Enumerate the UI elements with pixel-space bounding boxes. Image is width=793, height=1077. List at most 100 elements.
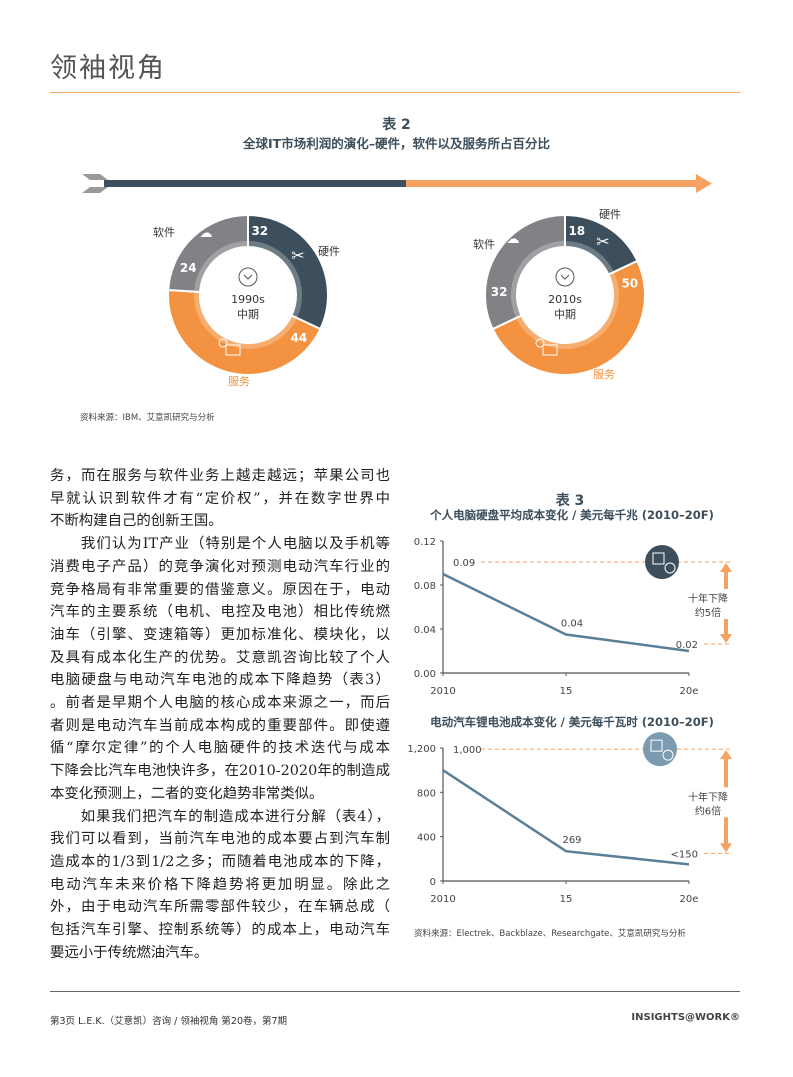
body-line: 如果我们把汽车的制造成本进行分解（表4）， bbox=[50, 808, 390, 825]
clock-hands bbox=[560, 274, 570, 280]
chart-title: 电动汽车锂电池成本变化 / 美元每千瓦时 (2010–20F) bbox=[430, 715, 714, 729]
donut-segment-service bbox=[491, 259, 646, 376]
body-line: 不断构建自己的创新王国。 bbox=[50, 513, 223, 530]
body-line: 者则是电动汽车当前成本构成的重要部件。即使遵 bbox=[50, 717, 390, 734]
body-line: 电脑硬盘与电动汽车电池的成本下降趋势（表3） bbox=[50, 672, 390, 689]
data-label: 0.02 bbox=[676, 640, 698, 651]
data-line bbox=[442, 769, 690, 866]
service-person-head bbox=[218, 338, 228, 348]
figure3-source: 资料来源：Electrek、Backblaze、Researchgate、艾意凯… bbox=[414, 929, 686, 939]
service-person-head bbox=[535, 338, 545, 348]
body-line: 下降会比汽车电池快许多，在2010-2020年的制造成 bbox=[50, 763, 390, 780]
body-line: 电动汽车未来价格下降趋势将更加明显。除此之 bbox=[50, 876, 390, 893]
period-label: 1990s bbox=[231, 293, 265, 306]
data-line bbox=[442, 572, 690, 653]
line-chart-1: 个人电脑硬盘平均成本变化 / 美元每千兆 (2010–20F) 0.12 0.08 0… bbox=[414, 508, 745, 697]
x-tick-label: 2010 bbox=[430, 894, 455, 905]
donut-segment-software bbox=[484, 213, 566, 331]
tools-icon: ✂ bbox=[291, 246, 304, 265]
arrow-head-up bbox=[720, 750, 732, 760]
figure2-donuts: 3244241990s中期✂☁硬件软件服务1850322010s中期✂☁硬件软件… bbox=[82, 174, 712, 388]
tools-icon: ✂ bbox=[596, 232, 609, 251]
y-tick-label: 800 bbox=[417, 788, 436, 799]
donut-inner-ring bbox=[511, 241, 565, 318]
donut-inner-ring bbox=[565, 241, 614, 274]
body-line: 循“摩尔定律”的个人电脑硬件的技术迭代与成本 bbox=[50, 740, 390, 757]
donut-inner-ring bbox=[194, 292, 297, 349]
figure2-title: 全球IT市场利润的演化–硬件，软件以及服务所占百分比 bbox=[243, 136, 550, 151]
timeline-arrow bbox=[82, 174, 712, 193]
clock-icon bbox=[238, 267, 258, 287]
software-hand-icon: ☁ bbox=[200, 226, 213, 241]
donut-value-software: 24 bbox=[180, 261, 197, 275]
figure2-source: 资料来源：IBM、艾意凯研究与分析 bbox=[80, 413, 215, 423]
figure2-number: 表 2 bbox=[382, 117, 411, 133]
label-software: 软件 bbox=[473, 237, 495, 251]
figure3-charts: 个人电脑硬盘平均成本变化 / 美元每千兆 (2010–20F) 0.12 0.08 0… bbox=[407, 508, 745, 905]
label-service: 服务 bbox=[228, 375, 250, 388]
donut-inner-ring bbox=[248, 241, 302, 318]
label-hardware: 硬件 bbox=[318, 245, 340, 258]
y-tick-label: 0.04 bbox=[414, 625, 436, 636]
body-text: 务，而在服务与软件业务上越走越远；苹果公司也 早就认识到软件才有“定价权”，并在数… bbox=[50, 465, 390, 964]
arrow-head-up bbox=[720, 563, 732, 572]
annotation-line1: 十年下降 bbox=[688, 790, 728, 803]
donut-inner-ring bbox=[194, 241, 248, 292]
x-tick-label: 20e bbox=[680, 894, 699, 905]
header-divider bbox=[50, 92, 740, 93]
data-label: 1,000 bbox=[453, 745, 482, 756]
body-line: 。前者是早期个人电脑的核心成本来源之一，而后 bbox=[50, 695, 390, 712]
period-sub-label: 中期 bbox=[237, 308, 259, 321]
body-line: 消费电子产品）的竞争演化对预测电动汽车行业的 bbox=[50, 558, 390, 575]
donut-value-software: 32 bbox=[491, 285, 508, 299]
clock-hands bbox=[243, 274, 253, 280]
annotation-line2: 约5倍 bbox=[695, 606, 721, 619]
arrow-head-down bbox=[720, 843, 732, 853]
x-tick-label: 20e bbox=[680, 686, 699, 697]
donut-segment-service bbox=[167, 288, 322, 376]
service-person-icon bbox=[225, 344, 241, 356]
y-tick-label: 1,200 bbox=[407, 744, 436, 755]
data-label: 269 bbox=[562, 835, 581, 846]
body-line: 外，由于电动汽车所需零部件较少，在车辆总成（ bbox=[50, 899, 390, 916]
body-line: 包括汽车引擎、控制系统等）的成本上，电动汽车 bbox=[50, 922, 390, 939]
donut-segment-software bbox=[167, 213, 249, 294]
footer-brand: INSIGHTS@WORK® bbox=[631, 1012, 740, 1023]
line-chart-2: 电动汽车锂电池成本变化 / 美元每千瓦时 (2010–20F) 1,200 800 4… bbox=[407, 715, 745, 905]
data-label: <150 bbox=[671, 849, 698, 860]
body-line: 要远小于传统燃油汽车。 bbox=[50, 944, 209, 961]
data-label: 0.04 bbox=[561, 619, 583, 630]
y-tick-label: 0 bbox=[430, 877, 436, 888]
y-tick-label: 400 bbox=[417, 833, 436, 844]
body-line: 我们认为IT产业（特别是个人电脑以及手机等 bbox=[50, 536, 390, 553]
body-line: 油车（引擎、变速箱等）更加标准化、模块化，以 bbox=[50, 626, 390, 643]
y-tick-label: 0.08 bbox=[414, 581, 436, 592]
body-line: 造成本的1/3到1/2之多；而随着电池成本的下降， bbox=[50, 853, 390, 870]
section-title: 领袖视角 bbox=[50, 53, 166, 84]
y-tick-label: 0.12 bbox=[414, 537, 436, 548]
y-tick-label: 0.00 bbox=[414, 669, 436, 680]
hard-drive-dollar-icon bbox=[645, 545, 679, 579]
x-tick-label: 2010 bbox=[430, 686, 455, 697]
body-line: 汽车的主要系统（电机、电控及电池）相比传统燃 bbox=[50, 604, 390, 621]
data-label: 0.09 bbox=[453, 558, 475, 569]
label-hardware: 硬件 bbox=[599, 208, 621, 221]
arrow-head-down bbox=[720, 634, 732, 643]
body-line: 竞争格局有非常重要的借鉴意义。原因在于，电动 bbox=[50, 581, 390, 598]
footer-divider bbox=[50, 991, 740, 992]
donut-value-service: 50 bbox=[621, 277, 638, 291]
period-label: 2010s bbox=[548, 293, 582, 306]
annotation-bg bbox=[700, 589, 745, 619]
donut-segment-hardware bbox=[247, 213, 329, 331]
clock-icon bbox=[555, 267, 575, 287]
figure3-number: 表 3 bbox=[555, 493, 585, 509]
x-tick-label: 15 bbox=[560, 686, 573, 697]
body-line: 我们可以看到，当前汽车电池的成本要占到汽车制 bbox=[50, 831, 390, 848]
donut-value-hardware: 32 bbox=[251, 224, 268, 238]
body-line: 本变化预测上，二者的变化趋势非常类似。 bbox=[50, 785, 324, 802]
body-line: 务，而在服务与软件业务上越走越远；苹果公司也 bbox=[50, 468, 390, 484]
chart-title: 个人电脑硬盘平均成本变化 / 美元每千兆 (2010–20F) bbox=[429, 508, 714, 522]
body-line: 及具有成本化生产的优势。艾意凯咨询比较了个人 bbox=[50, 649, 390, 666]
software-hand-icon: ☁ bbox=[507, 232, 520, 247]
